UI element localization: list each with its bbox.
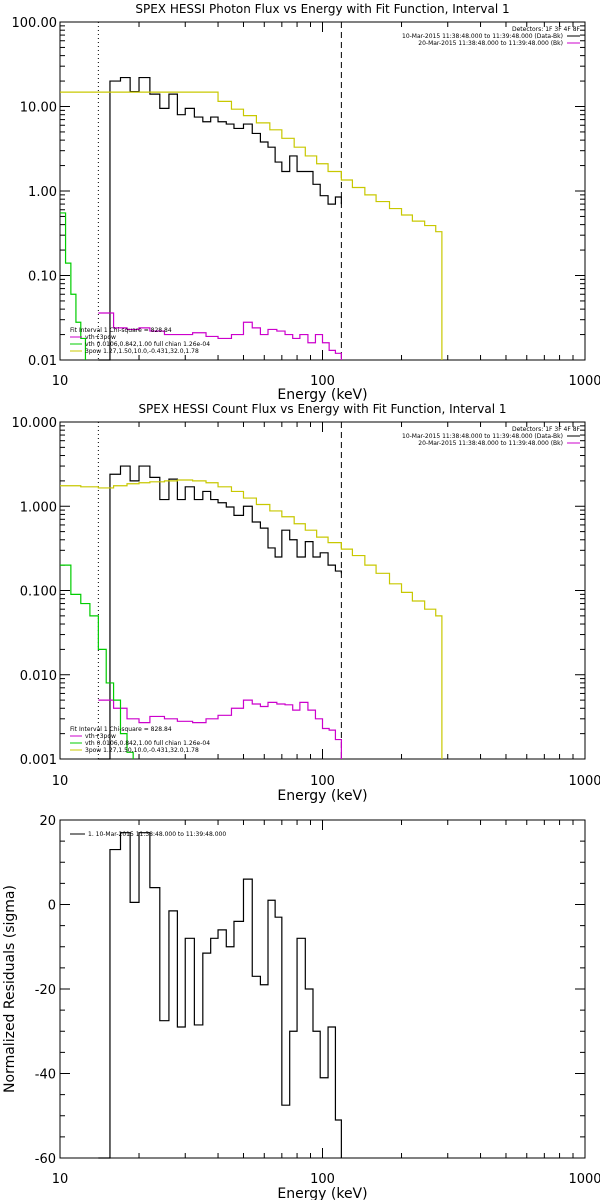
fit-legend-text: vth 0.0106,0.842,1.00 full chian 1.26e-0… [85, 740, 210, 747]
x-tick-label: 1000 [568, 374, 600, 389]
series-fit [60, 91, 443, 360]
plot-frame [59, 21, 586, 361]
residuals-chart: 10 100 1000 Energy (keV) 20 0 -20 -40 -60 Normali… [2, 814, 600, 1200]
photon-flux-chart: SPEX HESSI Photon Flux vs Energy with Fi… [12, 2, 600, 403]
y-tick-label: 10.000 [12, 416, 58, 431]
series-fit [60, 479, 443, 759]
series-residuals [98, 832, 342, 1159]
fit-legend-header: Fit Interval 1 Chi-square = 828.84 [70, 726, 172, 733]
y-axis-label: Normalized Residuals (sigma) [2, 885, 18, 1093]
legend-entry-text: 10-Mar-2015 11:38:48.000 to 11:39:48.000… [402, 433, 563, 440]
series-vth [60, 564, 134, 759]
y-tick-label: 10.00 [20, 101, 57, 116]
y-tick-label: 1.000 [20, 500, 57, 515]
series-data-bk [98, 76, 342, 361]
y-tick-label: 0.01 [28, 354, 57, 369]
x-tick-label: 10 [52, 774, 69, 789]
y-tick-label: -60 [35, 1152, 56, 1167]
detectors-label: Detectors: 1F 3F 4F 8F [512, 26, 581, 33]
count-flux-chart: SPEX HESSI Count Flux vs Energy with Fit… [12, 402, 600, 804]
x-ticks [59, 22, 586, 360]
y-tick-label: 20 [39, 814, 56, 829]
y-tick-label: 0.001 [20, 753, 57, 768]
x-tick-label: 10 [52, 1172, 69, 1187]
x-tick-label: 1000 [568, 774, 600, 789]
y-tick-label: 0.100 [20, 585, 57, 600]
fit-legend-text: vth 0.0106,0.842,1.00 full chian 1.26e-0… [85, 341, 210, 348]
x-tick-label: 100 [310, 374, 335, 389]
fit-legend-text: vth+3pow [85, 733, 116, 740]
series-bk [98, 312, 342, 360]
series-bk [98, 699, 342, 759]
x-tick-label: 100 [310, 774, 335, 789]
y-tick-label: 0 [48, 899, 56, 914]
x-tick-label: 100 [310, 1172, 335, 1187]
x-axis-label: Energy (keV) [277, 1186, 367, 1200]
x-axis-label: Energy (keV) [277, 788, 367, 804]
chart-title: SPEX HESSI Count Flux vs Energy with Fit… [138, 402, 506, 416]
y-tick-label: 0.010 [20, 669, 57, 684]
series-vth [60, 212, 87, 360]
legend-entry-text: 20-Mar-2015 11:38:48.000 to 11:39:48.000… [418, 40, 563, 47]
x-ticks [59, 820, 586, 1158]
x-tick-label: 1000 [568, 1172, 600, 1187]
fit-legend-text: 3pow 1.27,1.50,10.0,-0.431,32.0,1.78 [85, 348, 199, 355]
series-data-bk [98, 465, 342, 760]
y-tick-label: 0.10 [28, 270, 57, 285]
y-tick-label: -40 [35, 1068, 56, 1083]
y-tick-label: 1.00 [28, 185, 57, 200]
y-tick-label: -20 [35, 983, 56, 998]
x-axis-label: Energy (keV) [277, 387, 367, 403]
x-tick-label: 10 [52, 374, 69, 389]
legend-entry-text: 1. 10-Mar-2015 11:38:48.000 to 11:39:48.… [88, 831, 226, 838]
chart-title: SPEX HESSI Photon Flux vs Energy with Fi… [135, 2, 509, 16]
detectors-label: Detectors: 1F 3F 4F 8F [512, 426, 581, 433]
legend-entry-text: 20-Mar-2015 11:38:48.000 to 11:39:48.000… [418, 440, 563, 447]
x-ticks [59, 422, 586, 759]
fit-legend-text: vth+3pow [85, 334, 116, 341]
y-tick-label: 100.00 [12, 16, 58, 31]
fit-legend-header: Fit Interval 1 Chi-square = 828.84 [70, 327, 172, 334]
legend-entry-text: 10-Mar-2015 11:38:48.000 to 11:39:48.000… [402, 33, 563, 40]
fit-legend-text: 3pow 1.27,1.50,10.0,-0.431,32.0,1.78 [85, 747, 199, 754]
